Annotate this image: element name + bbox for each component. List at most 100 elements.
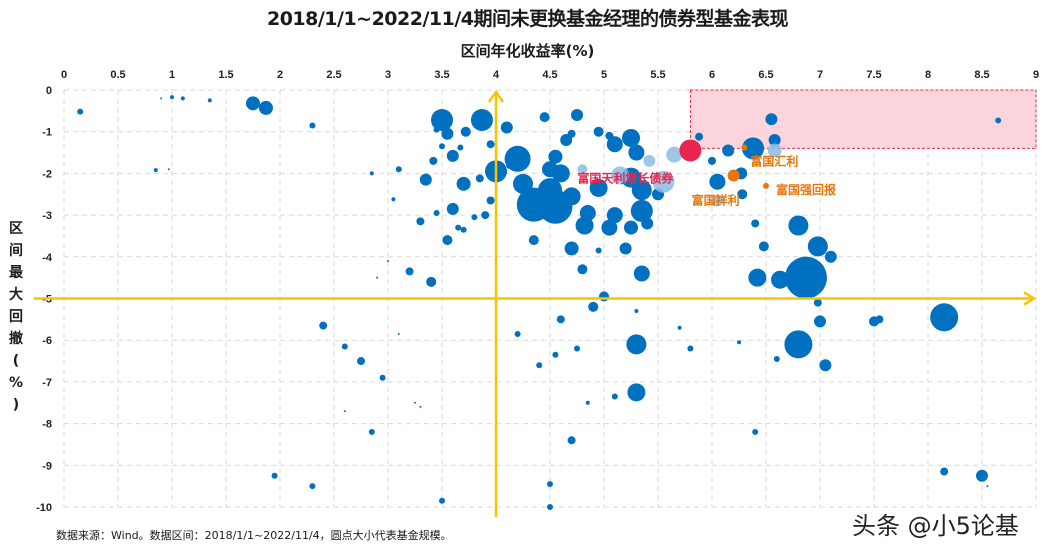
highlight-region <box>689 89 1037 149</box>
data-point <box>77 108 84 115</box>
x-tick-label: 2 <box>277 69 283 81</box>
data-point <box>995 117 1002 124</box>
data-point <box>271 472 278 479</box>
data-point <box>446 149 459 162</box>
data-point <box>470 109 493 132</box>
data-point <box>784 330 813 359</box>
y-tick-label: -4 <box>42 252 53 264</box>
data-point <box>416 217 425 226</box>
data-point <box>556 315 565 324</box>
data-point-light <box>643 154 656 167</box>
data-point <box>606 207 623 224</box>
data-point <box>167 168 170 171</box>
y-tick-label: -7 <box>42 377 52 389</box>
x-tick-label: 3.5 <box>434 69 449 81</box>
data-point <box>752 428 759 435</box>
data-point <box>514 330 521 337</box>
data-point <box>560 134 573 147</box>
y-tick-label: -3 <box>42 210 52 222</box>
data-point <box>207 98 212 103</box>
data-point <box>634 309 639 314</box>
data-point <box>552 351 559 358</box>
data-point <box>486 196 495 205</box>
data-point <box>547 504 553 510</box>
data-point <box>585 400 590 405</box>
y-tick-label: -8 <box>42 419 52 431</box>
data-point <box>426 276 437 287</box>
data-point <box>771 270 790 289</box>
data-point <box>605 131 614 140</box>
x-tick-label: 6.5 <box>758 69 773 81</box>
data-point <box>486 140 495 149</box>
data-point <box>564 241 579 256</box>
data-point <box>319 321 328 330</box>
x-tick-label: 8.5 <box>974 69 989 81</box>
data-point <box>567 436 576 445</box>
data-point <box>500 121 513 134</box>
y-axis-label-char: 区 <box>9 221 23 237</box>
x-tick-label: 2.5 <box>326 69 341 81</box>
y-tick-label: -1 <box>42 127 52 139</box>
data-point <box>742 137 765 160</box>
y-axis-label-char: 回 <box>9 309 23 325</box>
data-point <box>567 129 576 138</box>
data-point <box>391 197 396 202</box>
data-point <box>737 189 748 200</box>
data-point <box>376 276 379 279</box>
data-point <box>595 247 602 254</box>
data-point <box>758 241 769 252</box>
data-point <box>814 315 826 328</box>
y-axis-label-char: 撤 <box>9 331 23 347</box>
x-tick-label: 5 <box>601 69 607 81</box>
data-point <box>765 113 778 126</box>
x-tick-label: 0 <box>61 69 67 81</box>
data-point <box>575 216 594 235</box>
data-point <box>807 236 828 257</box>
data-point <box>551 164 570 183</box>
data-point <box>246 96 260 111</box>
data-point <box>589 178 608 197</box>
y-tick-label: 0 <box>46 85 52 97</box>
highlight-point <box>741 144 748 151</box>
data-point <box>633 265 650 282</box>
x-tick-label: 7 <box>817 69 823 81</box>
y-axis-label-char: % <box>8 375 24 391</box>
data-point <box>930 303 959 332</box>
data-point <box>471 214 478 221</box>
data-point <box>341 343 348 350</box>
y-axis-label-char: 最 <box>9 265 23 281</box>
y-tick-label: -6 <box>42 335 52 347</box>
chart-title: 2018/1/1~2022/11/4期间未更换基金经理的债券型基金表现 <box>266 8 789 30</box>
y-axis-label-char: ) <box>12 397 20 413</box>
data-point <box>539 112 550 123</box>
x-tick-label: 0.5 <box>110 69 125 81</box>
x-tick-label: 4 <box>493 69 500 81</box>
data-point <box>446 202 459 215</box>
data-point <box>309 122 316 129</box>
highlight-label: 富国强回报 <box>776 182 836 197</box>
y-axis-label-char: 间 <box>9 243 23 259</box>
data-point-light <box>666 146 683 163</box>
y-tick-label: -2 <box>42 168 52 180</box>
data-point <box>599 291 609 302</box>
data-point <box>429 156 438 165</box>
data-point <box>819 359 832 372</box>
data-point <box>368 428 375 435</box>
data-point <box>574 345 580 352</box>
data-point <box>387 259 389 262</box>
y-axis-label-char: ( <box>12 353 20 369</box>
data-point-light <box>577 164 588 175</box>
data-point <box>481 211 490 220</box>
data-point <box>940 467 949 476</box>
data-point <box>439 497 445 504</box>
data-point <box>455 224 462 231</box>
data-point <box>641 217 654 230</box>
y-tick-label: -9 <box>42 460 52 472</box>
arrow-right-icon <box>1023 291 1037 306</box>
data-point <box>773 355 780 362</box>
data-point <box>709 173 726 190</box>
x-tick-label: 9 <box>1033 69 1039 81</box>
data-point <box>813 298 822 307</box>
x-tick-label: 8 <box>925 69 931 81</box>
